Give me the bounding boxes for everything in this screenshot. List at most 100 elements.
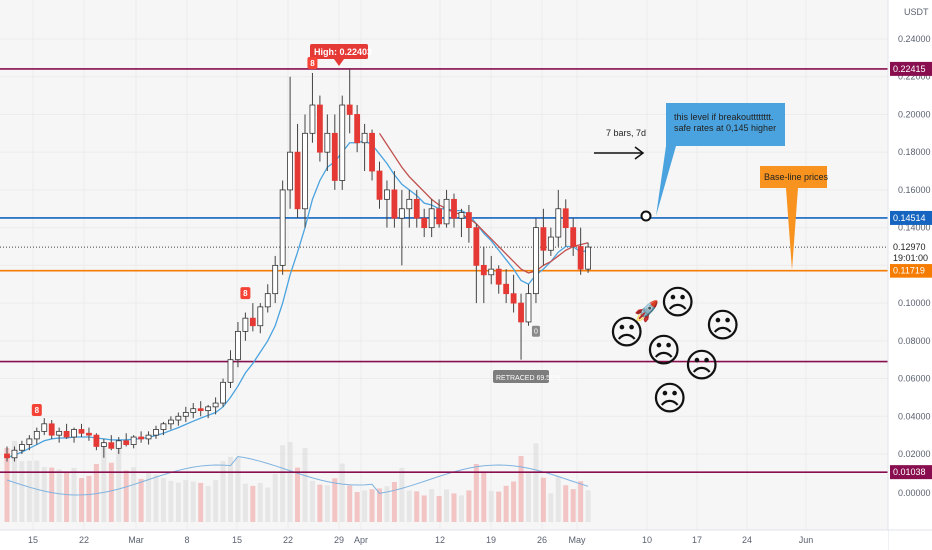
candle-body [227,359,234,383]
candle-body [123,440,130,445]
candle-body [495,268,502,285]
arrow-note: 7 bars, 7d [606,128,646,138]
x-tick-label: 22 [79,535,89,545]
volume-bar [436,496,442,522]
volume-bar [429,489,435,522]
level-price-label: 0.11719 [893,266,925,276]
volume-bar [481,472,487,522]
candle-body [18,444,25,451]
volume-bar [116,449,122,522]
candle-body [212,402,219,408]
retrace-marker: RETRACED 69.56% [493,370,560,383]
volume-bar [108,462,114,522]
volume-bar [302,448,308,522]
candle-body [547,236,554,251]
signal-flag-label: 8 [35,406,40,415]
x-tick-label: 15 [232,535,242,545]
volume-bar [391,482,397,522]
candle-body [71,429,77,438]
retrace-marker-label: RETRACED 69.56% [496,375,560,382]
candle-body [354,114,361,144]
candle-body [302,132,308,210]
y-tick-label: 0.04000 [898,411,931,421]
candle-body [443,198,450,225]
candle-body [488,268,495,276]
volume-bar [257,482,263,522]
candle-body [100,442,107,447]
candle-body [510,293,517,304]
volume-bar [362,490,368,522]
candle-body [436,208,443,225]
volume-bar [183,480,189,522]
volume-bar [160,478,166,522]
high-marker: High: 0.22403 [310,44,372,66]
volume-bar [309,480,315,522]
breakout-note-line1: this level if breakoutttttttt. [674,112,774,122]
volume-ma-line [6,455,589,496]
signal-flag [307,56,318,69]
volume-bar [369,489,375,522]
volume-bar [503,485,509,522]
volume-bar [406,490,412,522]
level-price-tag [890,210,932,225]
frowning-face-icon: ☹ [660,283,695,323]
volume-bar [4,448,10,522]
x-tick-label: 10 [642,535,652,545]
x-tick-label: Jun [799,535,814,545]
y-tick-label: 0.08000 [898,336,931,346]
level-price-label: 0.01038 [893,467,926,477]
volume-bar [190,481,196,522]
candle-body [570,227,577,247]
time-axis-background [0,530,888,550]
y-tick-label: 0.10000 [898,298,931,308]
candle-body [585,246,591,270]
volume-bar [19,461,25,522]
rocket-icon: 🚀 [634,299,659,323]
volume-bar [138,478,144,522]
candle-body [167,419,174,425]
x-tick-label: 29 [334,535,344,545]
candle-body [384,189,390,200]
candle-body [324,132,331,153]
volume-bar [295,467,301,522]
volume-bar [540,477,546,522]
candle-body [413,198,420,219]
signal-flag [240,287,251,300]
candlesticks [4,69,591,462]
candle-body [190,408,197,413]
candle-body [242,317,249,332]
candle-body [220,381,226,404]
candle-body [264,293,271,308]
candle-body [56,430,63,436]
candle-body [145,434,152,440]
level-price-tag [890,263,932,278]
volume-bar [280,445,286,522]
volume-bar [287,442,293,522]
candle-body [138,436,145,440]
candle-body [257,306,264,327]
volume-bar [101,445,107,522]
candle-body [93,434,100,447]
volume-bar [250,485,256,522]
candle-body [4,453,10,459]
signal-flag [31,404,42,417]
volume-bar [533,443,539,522]
candle-body [279,189,286,266]
volume-bar [235,457,241,522]
baseline-note: Base-line prices [764,172,829,182]
x-tick-label: 24 [742,535,752,545]
candle-body [48,423,55,436]
small-marker [531,325,540,337]
volume-bar [168,480,174,522]
volume-axis-label: 0.00000 [898,488,931,498]
ma-line [378,132,589,274]
time-axis: 15 22 Mar 8 15 22 29 Apr 12 19 26 May 10 17 24 Jun [0,529,932,550]
candle-body [465,212,472,229]
volume-bar [324,485,330,522]
candle-body [428,208,435,229]
candle-body [130,436,137,445]
baseline-note-callout [760,166,827,270]
breakout-note-line2: safe rates at 0,145 higher [674,123,776,133]
signal-flag-label: 8 [243,289,248,298]
